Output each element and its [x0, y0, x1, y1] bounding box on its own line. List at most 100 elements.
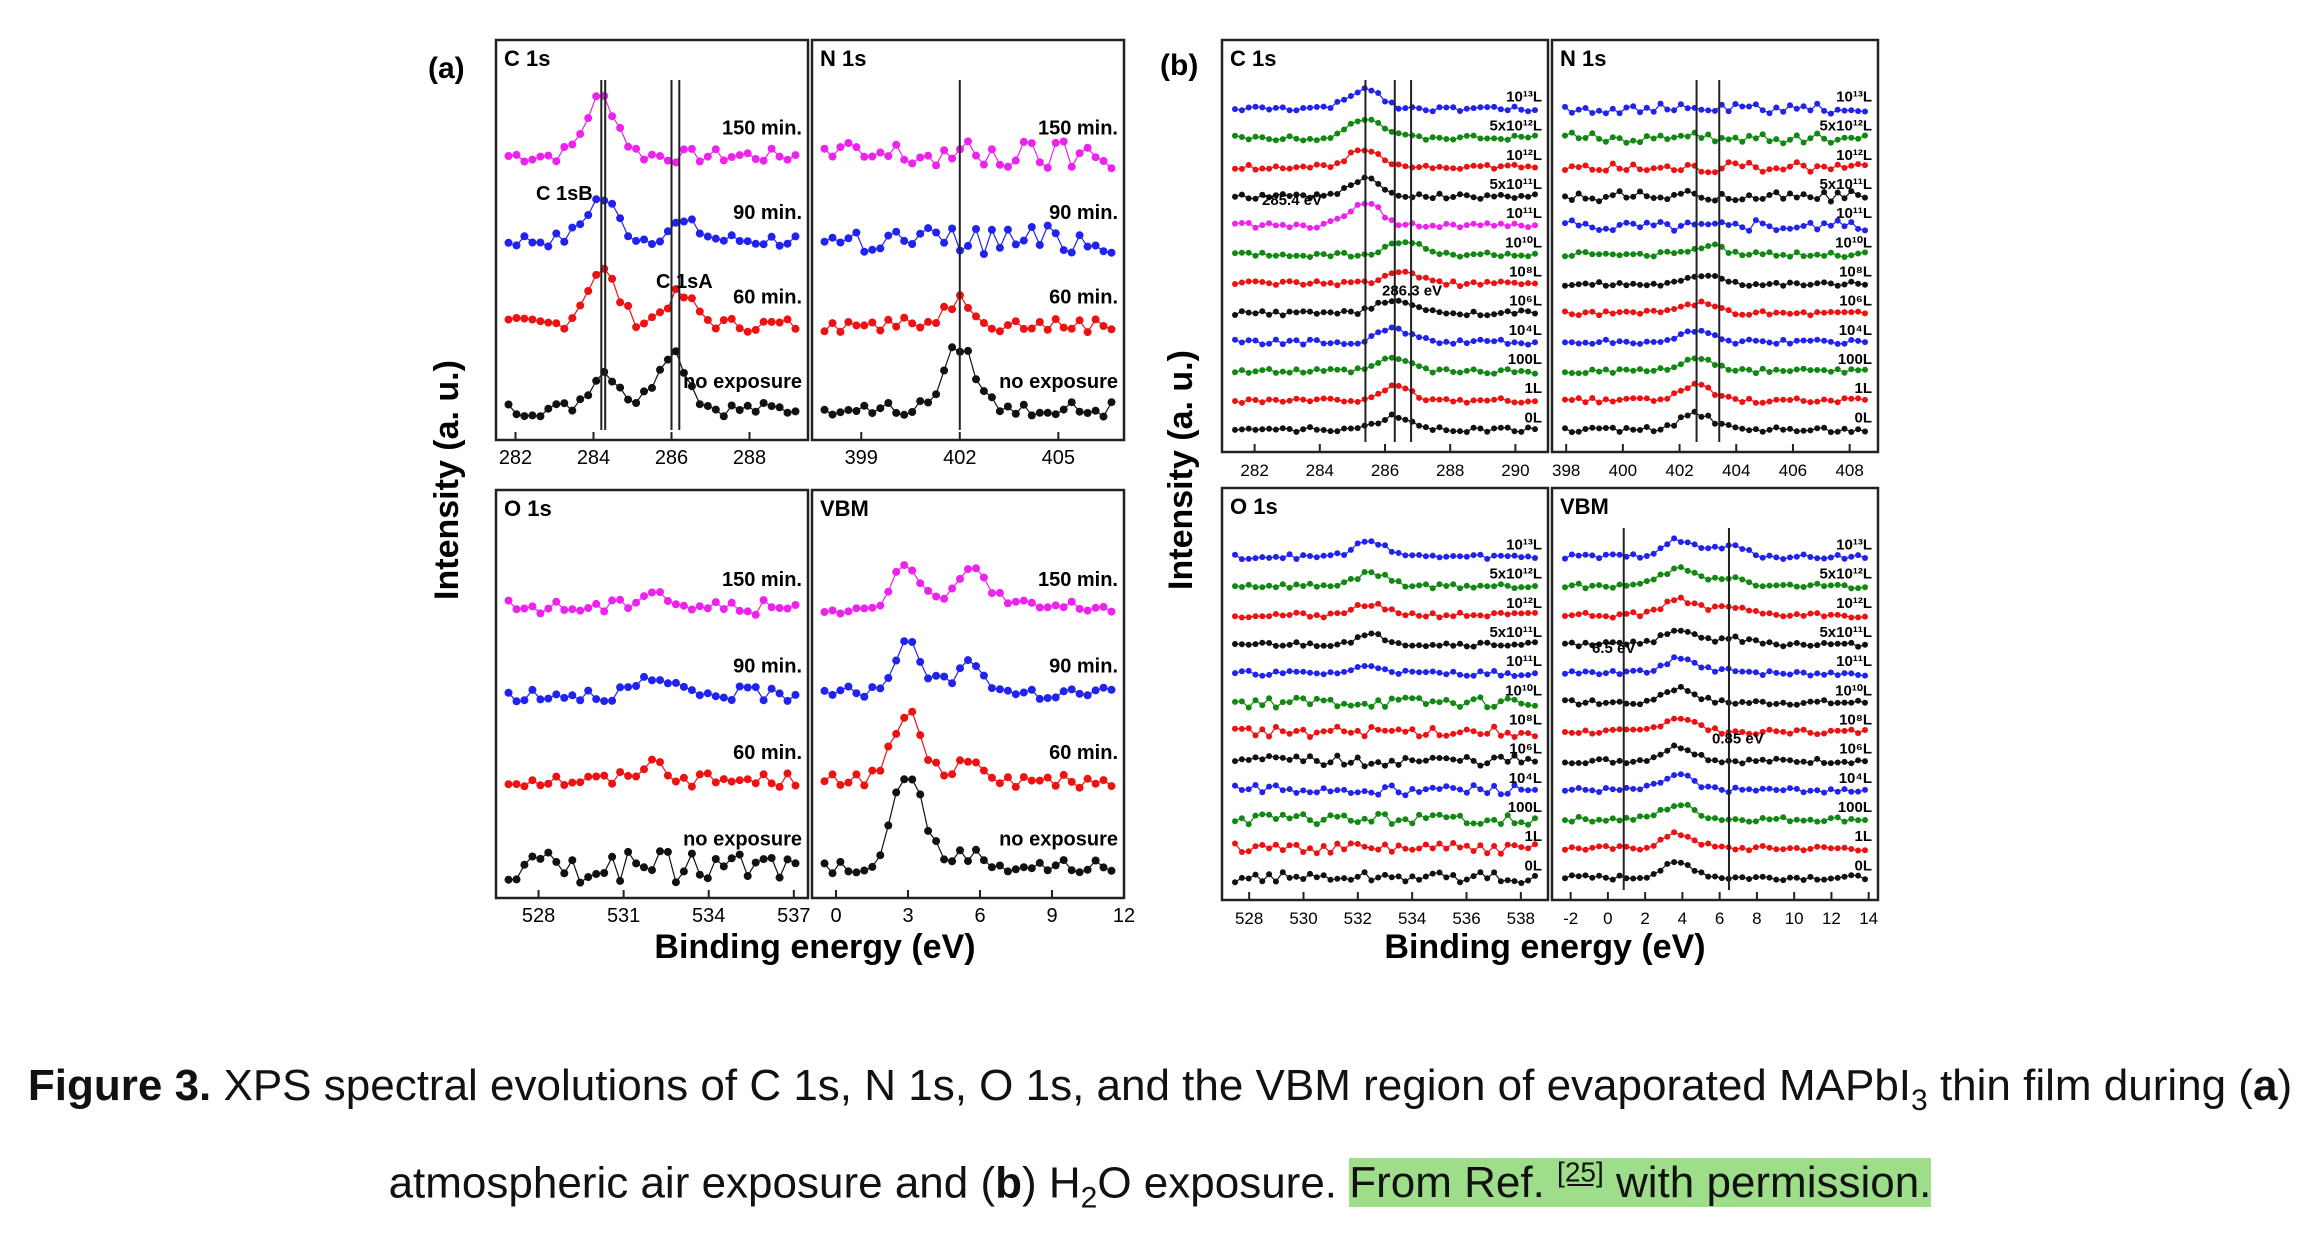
- data-point: [1409, 552, 1416, 559]
- data-point: [1429, 108, 1436, 115]
- data-point: [1623, 194, 1630, 201]
- data-point: [1773, 104, 1780, 111]
- data-point: [1841, 786, 1848, 793]
- data-point: [1671, 227, 1678, 234]
- data-point: [671, 878, 680, 887]
- data-point: [1739, 103, 1746, 110]
- data-point: [1807, 367, 1814, 374]
- data-point: [656, 237, 664, 246]
- data-point: [679, 145, 688, 154]
- data-point: [1402, 330, 1409, 337]
- data-point: [1477, 869, 1484, 876]
- data-point: [1382, 299, 1388, 306]
- data-point: [1429, 610, 1436, 617]
- data-point: [1793, 159, 1800, 166]
- data-point: [1684, 772, 1691, 779]
- data-point: [1266, 136, 1273, 143]
- data-point: [1491, 280, 1498, 287]
- data-point: [1238, 308, 1245, 315]
- data-point: [1698, 573, 1705, 580]
- data-point: [1484, 312, 1491, 319]
- data-point: [1470, 584, 1477, 591]
- data-point: [1793, 249, 1800, 256]
- data-point: [616, 876, 625, 885]
- data-point: [1511, 552, 1518, 559]
- data-point: [1334, 396, 1341, 403]
- data-point: [1334, 641, 1341, 648]
- data-point: [1354, 252, 1361, 259]
- data-point: [1807, 760, 1814, 766]
- data-point: [727, 598, 736, 607]
- data-point: [1562, 220, 1568, 227]
- data-point: [1279, 251, 1286, 258]
- data-point: [1582, 699, 1589, 706]
- data-point: [868, 152, 877, 161]
- data-point: [1416, 164, 1423, 171]
- data-point: [844, 406, 853, 414]
- data-point: [1705, 576, 1712, 583]
- data-point: [1368, 251, 1375, 258]
- data-point: [1787, 581, 1793, 588]
- data-point: [1300, 668, 1307, 675]
- data-point: [1562, 103, 1568, 110]
- data-point: [1334, 191, 1341, 197]
- data-point: [876, 684, 885, 693]
- data-point: [1375, 665, 1382, 672]
- data-point: [1637, 340, 1643, 347]
- data-point: [1827, 700, 1834, 707]
- data-point: [1732, 668, 1739, 675]
- data-point: [1657, 100, 1664, 107]
- data-point: [1327, 583, 1334, 590]
- data-point: [640, 155, 648, 164]
- data-point: [1334, 840, 1341, 847]
- data-point: [1562, 132, 1568, 139]
- data-point: [1589, 582, 1596, 589]
- data-point: [1307, 336, 1313, 343]
- data-point: [1368, 394, 1375, 401]
- data-point: [1664, 571, 1671, 578]
- data-point: [1293, 609, 1300, 616]
- data-point: [1075, 604, 1084, 613]
- data-point: [828, 606, 837, 615]
- data-point: [576, 696, 585, 705]
- x-tick-label: 282: [499, 447, 532, 469]
- data-point: [1677, 859, 1684, 866]
- data-point: [1252, 555, 1259, 562]
- data-point: [1616, 366, 1623, 373]
- caption-text-1b: thin film during (: [1927, 1061, 2253, 1110]
- data-point: [1787, 874, 1793, 881]
- data-point: [1575, 249, 1582, 256]
- data-point: [1402, 612, 1409, 619]
- data-point: [1416, 133, 1423, 140]
- data-point: [1035, 776, 1044, 785]
- data-point: [1575, 760, 1582, 766]
- data-point: [1643, 782, 1650, 789]
- data-point: [1650, 667, 1657, 674]
- data-point: [1780, 643, 1787, 650]
- data-point: [1484, 162, 1491, 168]
- data-point: [1568, 217, 1575, 224]
- data-point: [648, 383, 656, 392]
- data-point: [1477, 104, 1484, 111]
- data-point: [828, 319, 837, 328]
- data-point: [1827, 397, 1834, 404]
- data-point: [972, 375, 980, 384]
- data-point: [1732, 784, 1739, 791]
- data-point: [1827, 338, 1834, 345]
- data-point: [1504, 397, 1511, 404]
- citation-link[interactable]: [25]: [1557, 1156, 1604, 1188]
- data-point: [568, 691, 577, 700]
- data-point: [1814, 196, 1821, 202]
- data-point: [544, 779, 553, 788]
- data-point: [1245, 704, 1252, 711]
- data-point: [995, 160, 1004, 169]
- data-point: [1841, 555, 1848, 562]
- data-point: [1596, 872, 1603, 879]
- data-point: [1773, 309, 1780, 316]
- series-label: 5x10¹²L: [1489, 566, 1542, 583]
- data-point: [512, 697, 521, 706]
- data-point: [1684, 274, 1691, 281]
- data-point: [1800, 612, 1807, 619]
- data-point: [1855, 585, 1862, 592]
- data-point: [1698, 413, 1705, 420]
